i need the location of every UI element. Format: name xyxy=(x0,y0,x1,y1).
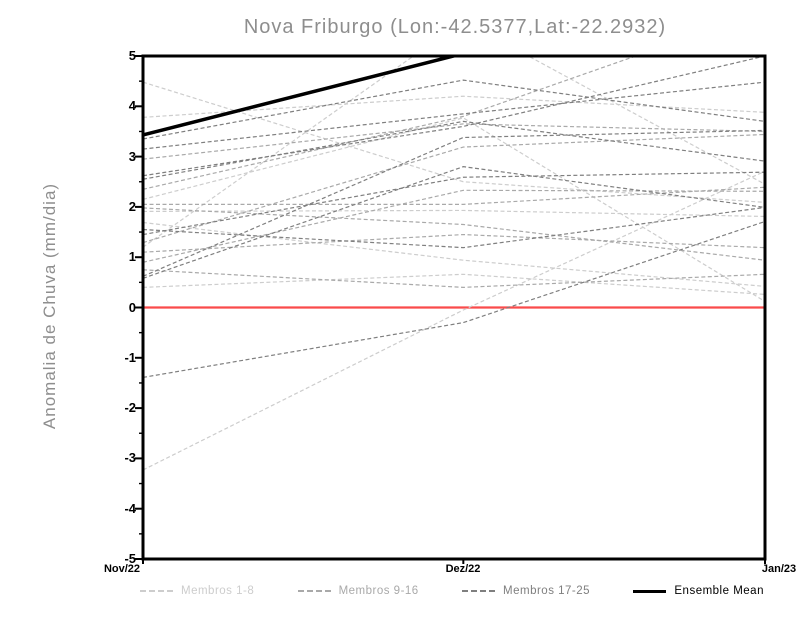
y-tick-label: -4 xyxy=(124,500,136,516)
legend-item: Ensemble Mean xyxy=(633,585,764,597)
member-line-group-3 xyxy=(143,166,765,279)
ensemble-mean-line xyxy=(143,56,461,137)
legend: Membros 1-8 Membros 9-16 Membros 17-25 Ense… xyxy=(140,585,764,597)
member-line-group-1 xyxy=(143,221,765,287)
member-line-group-3 xyxy=(143,129,765,277)
member-line-group-2 xyxy=(143,269,765,288)
member-line-group-1 xyxy=(143,81,765,203)
legend-item: Membros 1-8 xyxy=(140,585,254,597)
axis-frame xyxy=(141,54,767,561)
x-tick-label: Jan/23 xyxy=(761,563,797,575)
y-tick-label: 0 xyxy=(128,299,136,315)
member-line-group-2 xyxy=(143,186,765,205)
member-line-group-2 xyxy=(143,56,638,190)
legend-label: Ensemble Mean xyxy=(674,585,764,597)
legend-label: Membros 9-16 xyxy=(338,585,419,597)
legend-label: Membros 1-8 xyxy=(181,585,255,597)
y-tick-label: 3 xyxy=(128,148,136,164)
member-line-group-1 xyxy=(143,56,765,248)
member-line-group-1 xyxy=(143,170,765,471)
member-line-group-1 xyxy=(143,117,765,302)
y-tick-label: 4 xyxy=(128,98,136,114)
member-line-group-2 xyxy=(143,123,765,160)
y-tick-label: -1 xyxy=(124,349,136,365)
legend-item: Membros 17-25 xyxy=(462,585,590,597)
y-tick-label: 2 xyxy=(128,198,136,214)
y-tick-label: 1 xyxy=(128,249,136,265)
y-tick-label: -2 xyxy=(124,400,136,416)
member-line-group-1 xyxy=(143,95,765,118)
chart-title: Nova Friburgo (Lon:-42.5377,Lat:-22.2932… xyxy=(243,16,667,38)
legend-label: Membros 17-25 xyxy=(503,585,591,597)
legend-line-swatch xyxy=(462,590,496,592)
legend-line-swatch xyxy=(140,590,173,592)
member-line-group-2 xyxy=(143,133,765,244)
member-line-group-3 xyxy=(143,171,765,236)
member-line-group-1 xyxy=(143,273,765,296)
y-tick-label: 5 xyxy=(128,48,136,63)
member-line-group-3 xyxy=(143,81,765,150)
member-line-group-2 xyxy=(143,189,765,263)
member-line-group-1 xyxy=(143,209,765,218)
legend-item: Membros 9-16 xyxy=(297,585,419,597)
member-line-group-3 xyxy=(143,120,765,180)
member-line-group-2 xyxy=(143,207,765,261)
member-line-group-3 xyxy=(143,79,765,140)
member-line-group-3 xyxy=(143,56,765,177)
y-tick-label: -3 xyxy=(124,450,136,466)
legend-line-swatch xyxy=(633,589,667,593)
member-line-group-2 xyxy=(143,233,765,253)
y-tick-label: -5 xyxy=(124,551,136,566)
legend-line-swatch xyxy=(297,590,331,592)
x-tick-label: Dez/22 xyxy=(445,563,481,575)
x-tick-label: Nov/22 xyxy=(103,563,141,575)
member-line-group-3 xyxy=(143,206,765,249)
